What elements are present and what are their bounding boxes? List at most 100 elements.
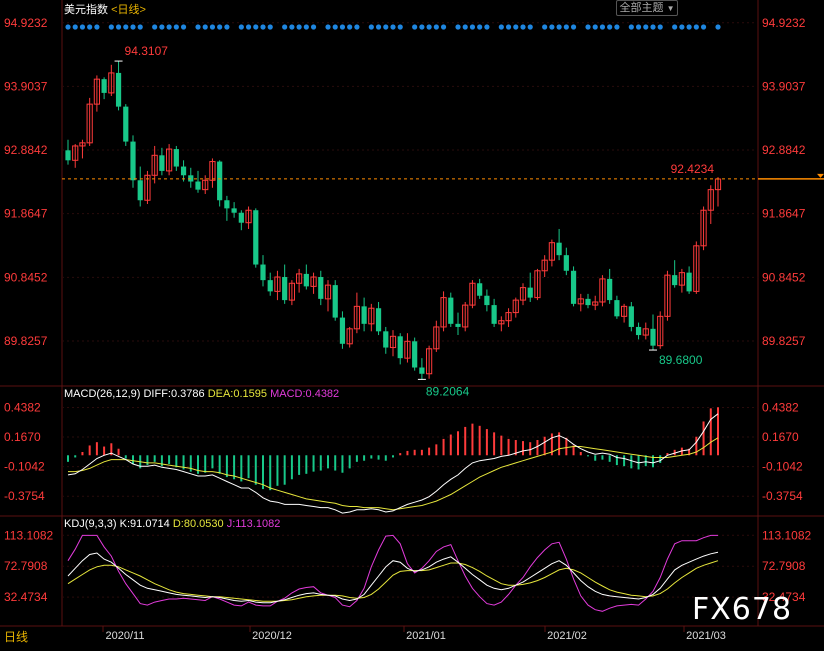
candle-body — [577, 298, 584, 305]
event-marker-dot — [520, 24, 526, 30]
event-marker-dot — [202, 24, 208, 30]
event-marker-dot — [166, 24, 172, 30]
candle-body — [303, 273, 309, 287]
macd-dea-line — [68, 437, 719, 511]
macd-diff-line — [67, 413, 719, 514]
x-axis-label: 2020/11 — [106, 630, 145, 642]
kdj-k-line — [67, 551, 719, 604]
candle-body — [159, 155, 165, 171]
event-marker-dot — [505, 24, 512, 30]
period-tab[interactable]: 日线 — [4, 630, 29, 644]
candle-body — [296, 273, 303, 284]
candle-body — [353, 305, 360, 330]
candle-body — [491, 305, 497, 324]
candle-body — [383, 331, 389, 348]
event-marker-dot — [123, 24, 129, 30]
event-marker-dot — [693, 24, 699, 30]
event-marker-dot — [180, 24, 187, 30]
event-marker-dot — [339, 24, 346, 30]
event-marker-dot — [585, 24, 591, 30]
kdj-axis-right-label: 113.1082 — [762, 528, 811, 542]
event-marker-dot — [72, 24, 78, 30]
candle-body — [253, 210, 259, 265]
macd-dea-value: DEA:0.1595 — [207, 388, 268, 400]
candle-body — [324, 284, 332, 300]
candle-body — [607, 278, 613, 301]
candle-body — [614, 300, 620, 317]
candle-body — [563, 255, 569, 271]
theme-selector-label: 全部主题 — [619, 2, 664, 14]
candle-body — [173, 149, 179, 167]
event-marker-dot — [412, 24, 418, 30]
event-marker-dot — [115, 24, 122, 30]
candle-body — [267, 280, 273, 292]
candle-body — [397, 336, 403, 359]
candle-body — [621, 305, 628, 317]
price-axis-left-label: 92.8842 — [4, 143, 48, 157]
event-marker-dot — [628, 24, 634, 30]
candle-body — [635, 326, 642, 336]
candle-body — [433, 326, 440, 350]
kdj-d-value: D:80.0530 — [172, 518, 224, 530]
candle-body — [72, 145, 79, 161]
macd-axis-left-label: -0.3754 — [4, 489, 45, 503]
event-marker-dot — [426, 24, 432, 30]
candle-body — [678, 272, 685, 286]
dropdown-arrow-icon: ▼ — [666, 4, 675, 13]
candle-body — [419, 367, 425, 374]
candle-body — [224, 200, 230, 209]
event-marker-dot — [195, 24, 201, 30]
kdj-d-line — [67, 560, 719, 602]
event-marker-dot — [347, 24, 353, 30]
candle-body — [404, 340, 411, 359]
event-marker-dot — [700, 24, 707, 30]
event-marker-dot — [253, 24, 259, 30]
candle-body — [375, 308, 382, 332]
candle-body — [166, 148, 173, 172]
event-marker-dot — [137, 24, 143, 30]
period-selector[interactable]: <日线> — [111, 4, 146, 16]
price-axis-right-label: 91.8647 — [762, 207, 806, 221]
event-marker-dot — [332, 24, 338, 30]
candle-body — [339, 317, 346, 344]
candle-body — [144, 174, 151, 201]
candle-body — [310, 276, 317, 287]
candle-body — [693, 245, 700, 292]
candle-body — [541, 259, 548, 272]
event-marker-dot — [570, 24, 577, 30]
last-price-arrow-icon — [817, 173, 824, 178]
candle-body — [469, 282, 476, 306]
theme-selector-button[interactable]: 全部主题 ▼ — [616, 0, 678, 16]
event-marker-dot — [462, 24, 468, 30]
event-marker-dot — [310, 24, 317, 30]
macd-axis-right-label: 0.1670 — [762, 430, 799, 444]
macd-legend: MACD(26,12,9) DIFF:0.3786 DEA:0.1595 MAC… — [64, 388, 339, 400]
event-marker-dot — [419, 24, 425, 30]
candle-body — [86, 103, 93, 144]
event-marker-dot — [209, 24, 216, 30]
candle-body — [260, 264, 266, 281]
event-marker-dot — [159, 24, 165, 30]
candle-body — [548, 242, 555, 261]
symbol-name: 美元指数 — [64, 4, 108, 16]
event-marker-dot — [296, 24, 302, 30]
event-marker-dot — [679, 24, 685, 30]
candle-body — [65, 150, 71, 161]
candle-body — [440, 297, 447, 328]
event-marker-dot — [686, 24, 692, 30]
last-price-annotation: 92.4234 — [671, 162, 715, 176]
x-axis-label: 2021/01 — [406, 630, 446, 642]
candle-body — [628, 306, 634, 327]
price-axis-right-label: 89.8257 — [762, 334, 806, 348]
candle-body — [288, 282, 295, 301]
event-marker-dot — [599, 24, 606, 30]
candle-body — [707, 189, 714, 211]
candle-body — [455, 323, 461, 327]
event-marker-dot — [592, 24, 598, 30]
event-marker-dot — [354, 24, 360, 30]
candle-body — [274, 276, 281, 292]
candle-body — [700, 209, 707, 247]
candle-body — [151, 154, 158, 176]
candle-body — [448, 297, 454, 324]
event-marker-dot — [303, 24, 309, 30]
